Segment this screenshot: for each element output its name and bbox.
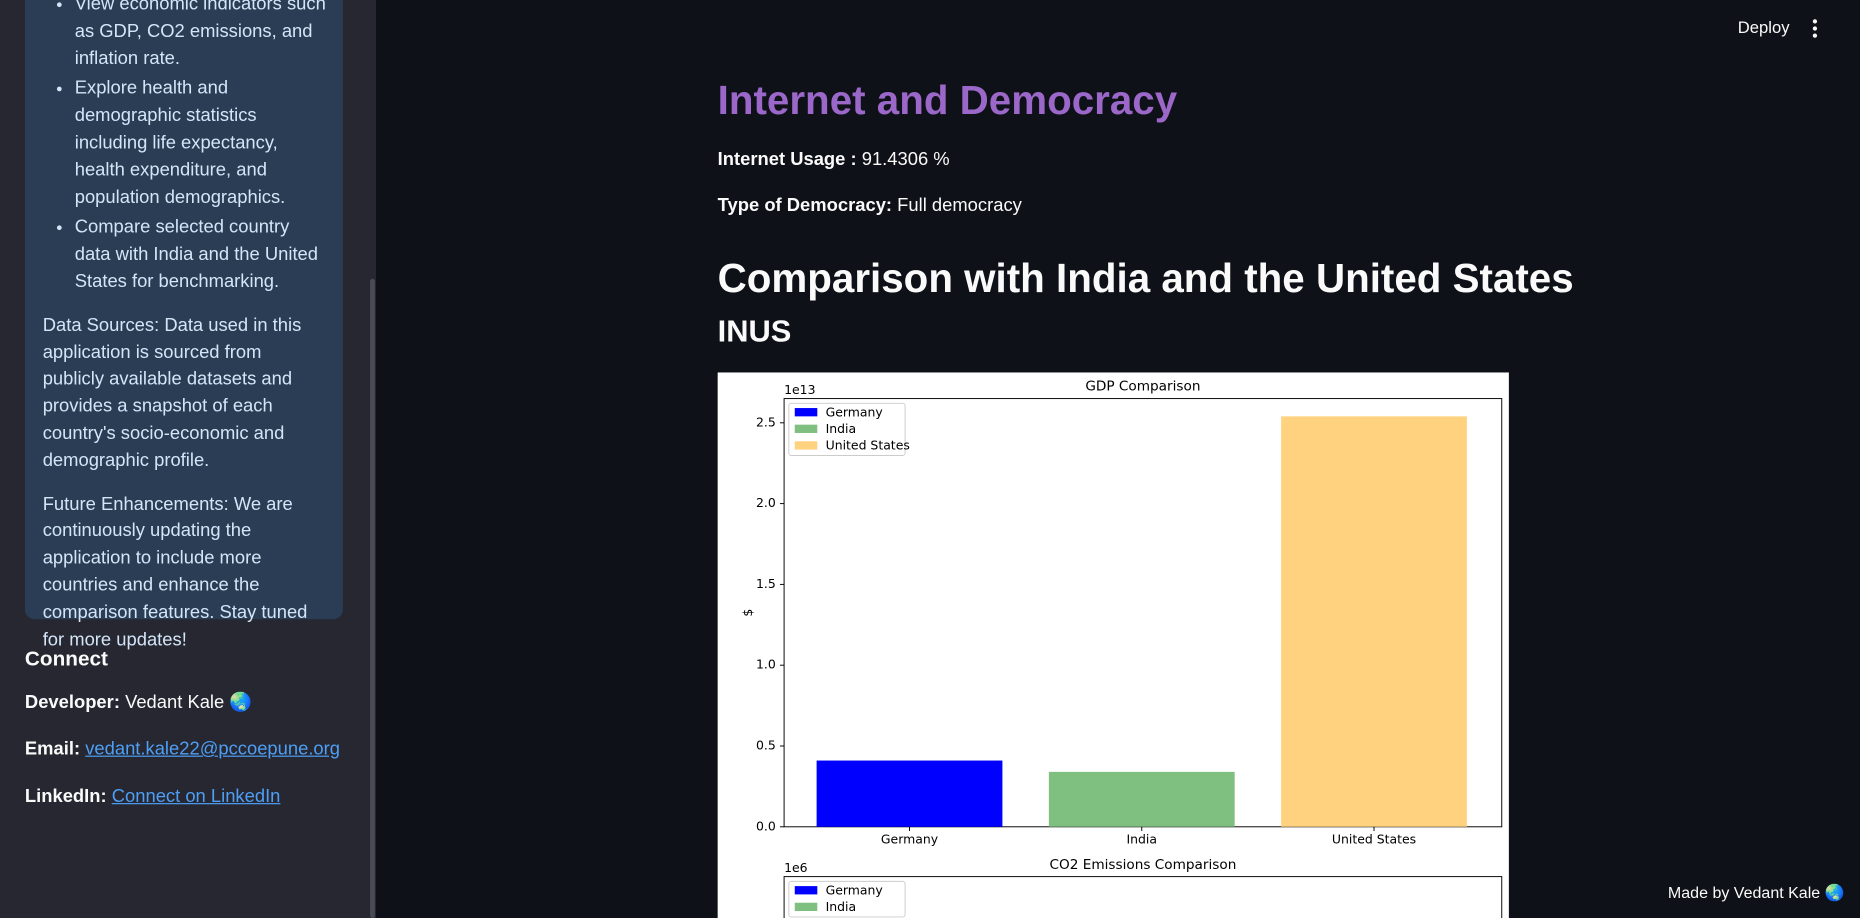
footer: Made by Vedant Kale 🌏 [1667, 883, 1845, 902]
democracy-type: Type of Democracy: Full democracy [718, 196, 1022, 217]
linkedin-label: LinkedIn: [24, 786, 107, 807]
chart: GDP Comparison 1e13 $0.0 0.5 1.0 1.5 2.0 2.5 Ger… [740, 379, 1503, 846]
legend-swatch [794, 408, 818, 417]
sidebar: View economic indicators such as GDP, CO… [0, 0, 377, 918]
internet-usage-value: 91.4306 % [861, 149, 950, 170]
developer-line: Developer: Vedant Kale 🌏 [25, 692, 252, 715]
feature-item: Explore health and demographic statistic… [75, 76, 328, 211]
axis-offset-label: 1e13 [784, 382, 815, 397]
legend-swatch [794, 441, 818, 450]
y-axis-label: $ [740, 609, 755, 617]
deploy-button[interactable]: Deploy [1737, 17, 1790, 37]
legend-box [788, 402, 906, 456]
axis-offset-label: 1e6 [784, 860, 808, 875]
y-tick-label: 0.5 [756, 737, 776, 752]
y-tick-label: 1.5 [756, 576, 776, 591]
y-tick-label: 2.0 [756, 495, 776, 510]
legend-swatch [794, 886, 818, 895]
charts: GDP Comparison 1e13 $0.0 0.5 1.0 1.5 2.0 2.5 Ger… [717, 372, 1509, 918]
linkedin-line: LinkedIn: Connect on LinkedIn [25, 786, 281, 807]
bar [1048, 771, 1235, 827]
legend-label: Germany [826, 882, 883, 897]
comparison-heading: Comparison with India and the United Sta… [717, 256, 1574, 302]
connect-heading: Connect [24, 646, 108, 671]
legend-swatch [794, 902, 818, 912]
y-tick-label: 0.0 [756, 818, 776, 833]
email-label: Email: [24, 739, 81, 760]
y-tick-label: 2.5 [756, 414, 776, 429]
chart-title: GDP Comparison [1085, 379, 1200, 395]
legend-label: United States [826, 438, 910, 453]
internet-usage-label: Internet Usage : [717, 149, 857, 170]
x-tick-label: Germany [881, 831, 938, 846]
future-enhancements: Future Enhancements: We are continuously… [42, 494, 308, 650]
legend-label: India [826, 899, 857, 914]
comparison-subheading: INUS [717, 313, 792, 349]
scrollbar[interactable] [370, 278, 375, 918]
democracy-type-value: Full democracy [897, 195, 1022, 216]
linkedin-link[interactable]: Connect on LinkedIn [111, 786, 281, 807]
developer-label: Developer: [24, 692, 120, 713]
legend-swatch [794, 424, 818, 433]
info-box [24, 0, 343, 620]
x-tick-label: United States [1332, 831, 1416, 846]
email-link[interactable]: vedant.kale22@pccoepune.org [85, 739, 341, 760]
plot-frame [783, 876, 1503, 918]
feature-list: View economic indicators such as GDP, CO… [43, 0, 328, 296]
developer-name: Vedant Kale 🌏 [125, 692, 253, 713]
bar [816, 760, 1003, 827]
chart-title: CO2 Emissions Comparison [1049, 857, 1236, 873]
feature-item: Compare selected country data with India… [75, 215, 328, 296]
page-title: Internet and Democracy [717, 78, 1178, 124]
data-sources: Data Sources: Data used in this applicat… [42, 315, 302, 471]
democracy-type-label: Type of Democracy: [717, 195, 893, 216]
feature-item: View economic indicators such as GDP, CO… [75, 0, 328, 73]
internet-usage: Internet Usage : 91.4306 % [718, 149, 950, 170]
bar [1281, 416, 1467, 827]
legend-label: India [826, 421, 857, 436]
info-text: View economic indicators such as GDP, CO… [43, 0, 328, 654]
email-line: Email: vedant.kale22@pccoepune.org [25, 739, 340, 760]
legend-label: Germany [826, 404, 883, 419]
y-tick-label: 1.0 [756, 657, 776, 672]
menu-button[interactable] [1808, 18, 1822, 39]
x-tick-label: India [1126, 831, 1157, 846]
legend-box [788, 880, 906, 918]
chart: CO2 Emissions Comparison 1e6 Germany India [783, 857, 1503, 918]
